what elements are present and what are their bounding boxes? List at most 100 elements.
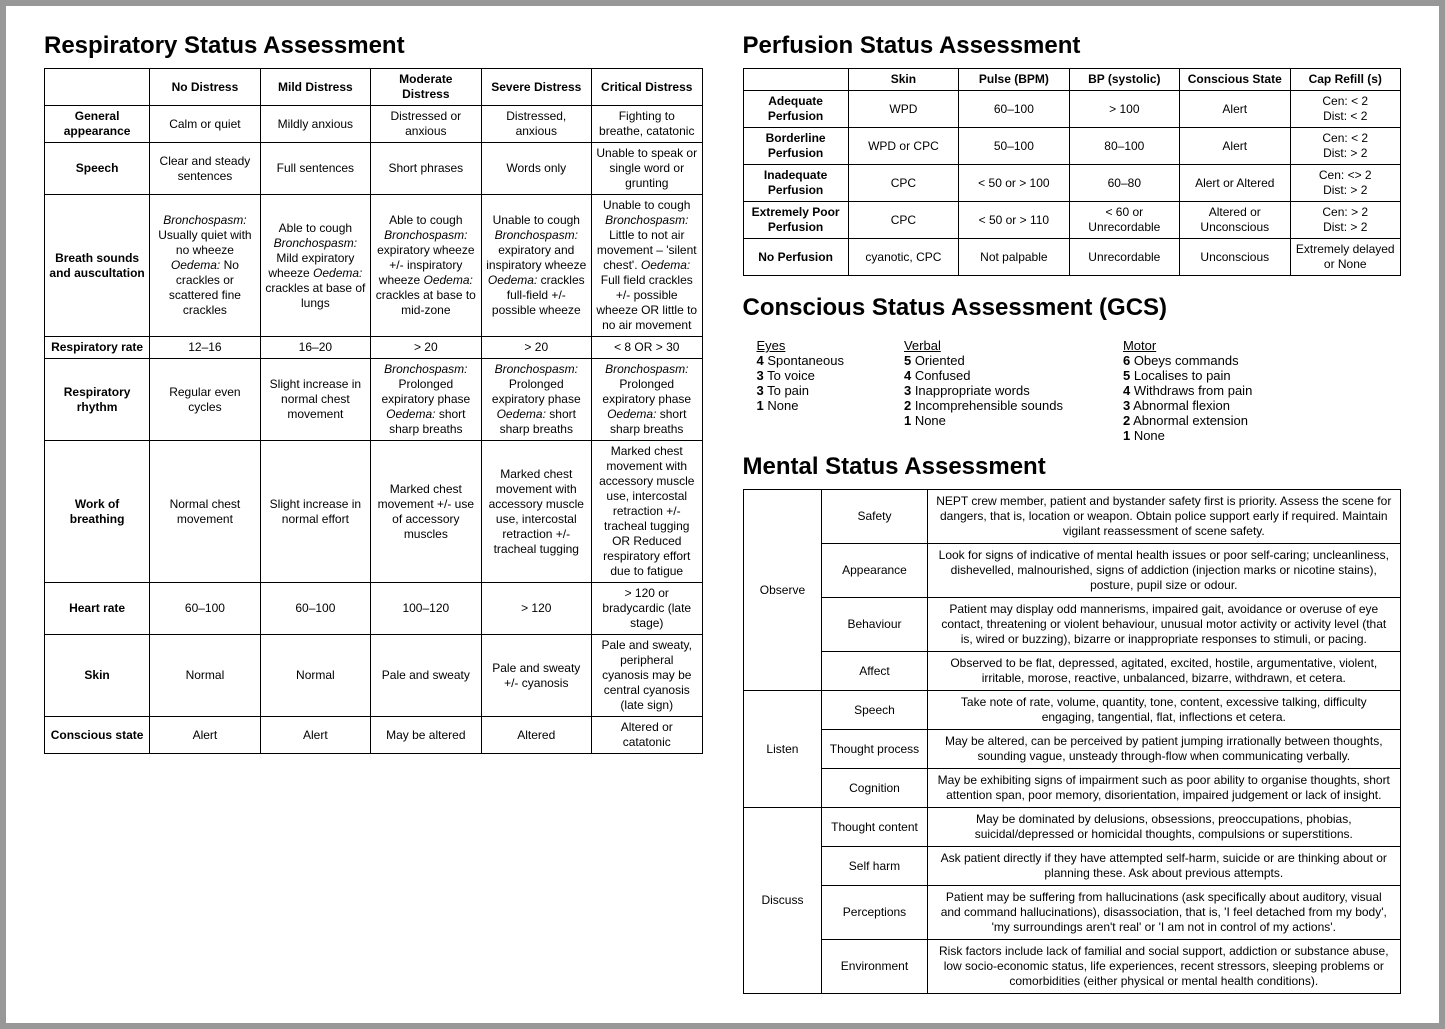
cell: Altered or Unconscious <box>1180 202 1290 239</box>
table-row: Respiratory rhythmRegular even cyclesSli… <box>45 359 703 441</box>
table-row: AppearanceLook for signs of indicative o… <box>743 544 1401 598</box>
gcs-item: 3 Abnormal flexion <box>1123 398 1252 413</box>
respiratory-thead: No DistressMild DistressModerate Distres… <box>45 69 703 106</box>
cell: < 8 OR > 30 <box>592 337 703 359</box>
mental-group: Discuss <box>743 808 822 994</box>
gcs-item: 4 Spontaneous <box>757 353 844 368</box>
table-row: Self harmAsk patient directly if they ha… <box>743 847 1401 886</box>
cell: cyanotic, CPC <box>848 239 958 276</box>
table-row: Inadequate PerfusionCPC< 50 or > 10060–8… <box>743 165 1401 202</box>
cell: Not palpable <box>959 239 1069 276</box>
mental-subcategory: Self harm <box>822 847 927 886</box>
cell: < 60 or Unrecordable <box>1069 202 1179 239</box>
gcs-item: 1 None <box>757 398 844 413</box>
cell: 100–120 <box>371 583 481 635</box>
cell: > 20 <box>371 337 481 359</box>
gcs-item: 4 Confused <box>904 368 1063 383</box>
row-label: Work of breathing <box>45 441 150 583</box>
table-row: Work of breathingNormal chest movementSl… <box>45 441 703 583</box>
cell: Altered or catatonic <box>592 717 703 754</box>
cell: 80–100 <box>1069 128 1179 165</box>
table-row: BehaviourPatient may display odd manneri… <box>743 598 1401 652</box>
cell: Cen: <> 2Dist: > 2 <box>1290 165 1401 202</box>
cell: Marked chest movement with accessory mus… <box>592 441 703 583</box>
mental-description: Patient may display odd mannerisms, impa… <box>927 598 1400 652</box>
gcs-item: 5 Oriented <box>904 353 1063 368</box>
table-row: Extremely Poor PerfusionCPC< 50 or > 110… <box>743 202 1401 239</box>
mental-subcategory: Thought process <box>822 730 927 769</box>
gcs-motor: Motor6 Obeys commands5 Localises to pain… <box>1123 338 1252 443</box>
mental-description: May be exhibiting signs of impairment su… <box>927 769 1400 808</box>
perf-header: BP (systolic) <box>1069 69 1179 91</box>
cell: Clear and steady sentences <box>150 143 260 195</box>
row-label: Skin <box>45 635 150 717</box>
table-row: Thought processMay be altered, can be pe… <box>743 730 1401 769</box>
cell: Pale and sweaty, peripheral cyanosis may… <box>592 635 703 717</box>
cell: Marked chest movement with accessory mus… <box>481 441 591 583</box>
mental-group: Observe <box>743 490 822 691</box>
cell: 60–80 <box>1069 165 1179 202</box>
gcs-title: Conscious Status Assessment (GCS) <box>743 294 1402 322</box>
row-label: Extremely Poor Perfusion <box>743 202 848 239</box>
table-row: SpeechClear and steady sentencesFull sen… <box>45 143 703 195</box>
cell: Able to cough Bronchospasm: Mild expirat… <box>260 195 370 337</box>
cell: > 20 <box>481 337 591 359</box>
row-label: Respiratory rhythm <box>45 359 150 441</box>
cell: > 120 or bradycardic (late stage) <box>592 583 703 635</box>
row-label: Borderline Perfusion <box>743 128 848 165</box>
gcs-item: 1 None <box>1123 428 1252 443</box>
cell: > 100 <box>1069 91 1179 128</box>
cell: Bronchospasm: Prolonged expiratory phase… <box>371 359 481 441</box>
mental-description: Observed to be flat, depressed, agitated… <box>927 652 1400 691</box>
cell: 60–100 <box>959 91 1069 128</box>
gcs-item: 6 Obeys commands <box>1123 353 1252 368</box>
cell: 12–16 <box>150 337 260 359</box>
gcs-item: 3 Inappropriate words <box>904 383 1063 398</box>
cell: Pale and sweaty <box>371 635 481 717</box>
mental-description: Take note of rate, volume, quantity, ton… <box>927 691 1400 730</box>
perfusion-title: Perfusion Status Assessment <box>743 32 1402 60</box>
resp-header: Severe Distress <box>481 69 591 106</box>
mental-description: Ask patient directly if they have attemp… <box>927 847 1400 886</box>
gcs-eyes: Eyes4 Spontaneous3 To voice3 To pain1 No… <box>757 338 844 443</box>
row-label: Breath sounds and auscultation <box>45 195 150 337</box>
mental-subcategory: Appearance <box>822 544 927 598</box>
table-row: Conscious stateAlertAlertMay be alteredA… <box>45 717 703 754</box>
cell: Slight increase in normal chest movement <box>260 359 370 441</box>
cell: Normal <box>150 635 260 717</box>
page: Respiratory Status Assessment No Distres… <box>6 6 1439 1023</box>
table-row: DiscussThought contentMay be dominated b… <box>743 808 1401 847</box>
gcs-col-title: Eyes <box>757 338 844 353</box>
table-row: EnvironmentRisk factors include lack of … <box>743 940 1401 994</box>
resp-header: Critical Distress <box>592 69 703 106</box>
mental-description: May be dominated by delusions, obsession… <box>927 808 1400 847</box>
cell: Alert <box>1180 91 1290 128</box>
cell: CPC <box>848 202 958 239</box>
resp-header: Moderate Distress <box>371 69 481 106</box>
cell: Bronchospasm: Prolonged expiratory phase… <box>592 359 703 441</box>
mental-description: Patient may be suffering from hallucinat… <box>927 886 1400 940</box>
cell: Alert <box>260 717 370 754</box>
cell: Bronchospasm: Usually quiet with no whee… <box>150 195 260 337</box>
cell: Unable to cough Bronchospasm: Little to … <box>592 195 703 337</box>
gcs-item: 2 Abnormal extension <box>1123 413 1252 428</box>
table-row: ListenSpeechTake note of rate, volume, q… <box>743 691 1401 730</box>
left-column: Respiratory Status Assessment No Distres… <box>44 32 703 1003</box>
mental-description: May be altered, can be perceived by pati… <box>927 730 1400 769</box>
mental-subcategory: Safety <box>822 490 927 544</box>
table-row: Breath sounds and auscultationBronchospa… <box>45 195 703 337</box>
mental-description: NEPT crew member, patient and bystander … <box>927 490 1400 544</box>
table-row: PerceptionsPatient may be suffering from… <box>743 886 1401 940</box>
cell: Words only <box>481 143 591 195</box>
cell: Short phrases <box>371 143 481 195</box>
cell: Pale and sweaty +/- cyanosis <box>481 635 591 717</box>
row-label: Heart rate <box>45 583 150 635</box>
row-label: Inadequate Perfusion <box>743 165 848 202</box>
cell: Unable to cough Bronchospasm: expiratory… <box>481 195 591 337</box>
mental-subcategory: Environment <box>822 940 927 994</box>
mental-subcategory: Thought content <box>822 808 927 847</box>
cell: Marked chest movement +/- use of accesso… <box>371 441 481 583</box>
cell: Normal <box>260 635 370 717</box>
table-row: Respiratory rate12–1616–20> 20> 20< 8 OR… <box>45 337 703 359</box>
cell: > 120 <box>481 583 591 635</box>
